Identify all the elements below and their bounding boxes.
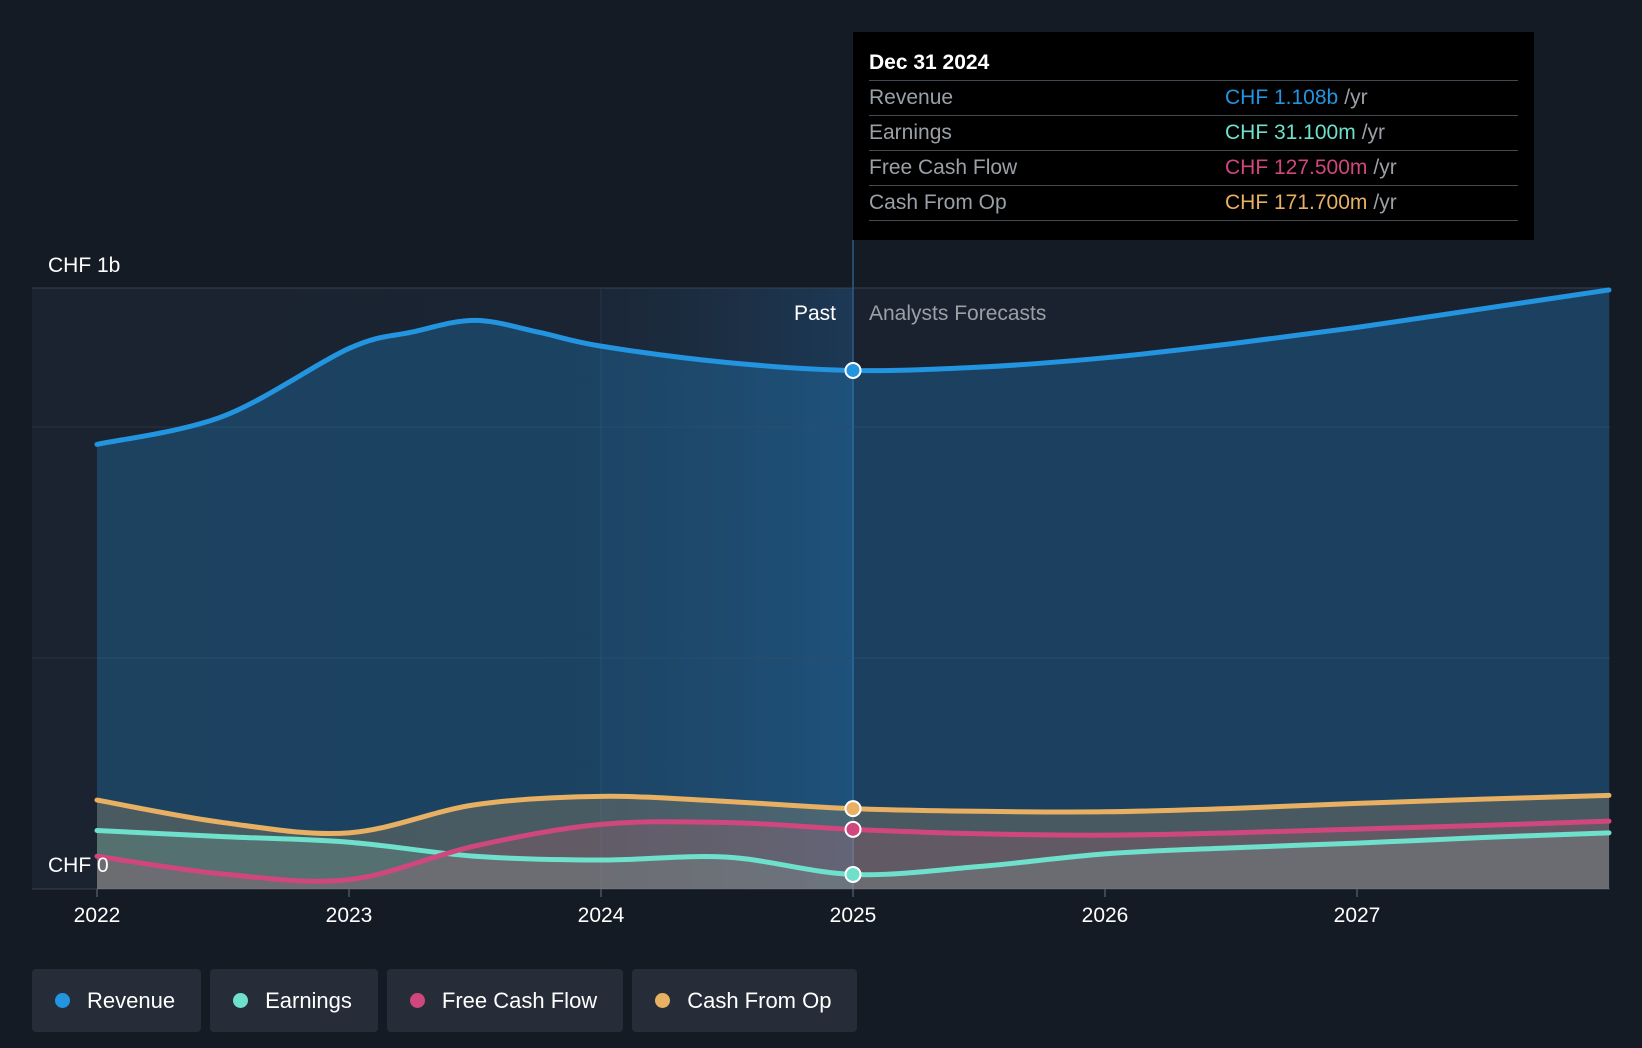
x-tick-label: 2022 <box>74 904 121 927</box>
y-axis-top-label: CHF 1b <box>48 254 120 277</box>
legend-dot-icon <box>409 993 425 1008</box>
y-axis-bottom-label: CHF 0 <box>48 854 109 877</box>
tooltip-unit: /yr <box>1361 121 1386 144</box>
series-area-earnings <box>97 830 1609 889</box>
x-tick-label: 2026 <box>1082 904 1129 927</box>
legend: Revenue Earnings Free Cash Flow Cash Fro… <box>32 969 858 1032</box>
marker-free-cash-flow[interactable] <box>844 820 862 838</box>
series-area-cash-from-op <box>97 795 1609 889</box>
tooltip-value: CHF 1.108b <box>1225 86 1339 109</box>
legend-dot-icon <box>233 993 249 1008</box>
marker-revenue[interactable] <box>844 361 862 379</box>
legend-item-cash-from-op[interactable]: Cash From Op <box>632 969 858 1032</box>
legend-label: Cash From Op <box>687 987 832 1013</box>
tooltip-row-free-cash-flow: Free Cash Flow CHF 127.500m /yr <box>869 150 1518 185</box>
x-tick-label: 2027 <box>1334 904 1381 927</box>
past-label: Past <box>794 302 836 325</box>
tooltip-label: Earnings <box>869 121 952 144</box>
tooltip-value: CHF 127.500m <box>1225 156 1368 179</box>
legend-label: Free Cash Flow <box>441 987 598 1013</box>
forecast-region <box>853 288 1610 889</box>
x-tick-label: 2025 <box>830 904 877 927</box>
tooltip-date: Dec 31 2024 <box>869 51 990 74</box>
x-tick-label: 2023 <box>326 904 373 927</box>
series-area-free-cash-flow <box>97 821 1609 889</box>
legend-label: Revenue <box>87 987 176 1013</box>
tooltip-unit: /yr <box>1373 156 1397 179</box>
legend-item-revenue[interactable]: Revenue <box>32 969 202 1032</box>
marker-cash-from-op[interactable] <box>844 800 862 818</box>
legend-label: Earnings <box>265 987 352 1013</box>
legend-item-free-cash-flow[interactable]: Free Cash Flow <box>386 969 624 1032</box>
tooltip-value: CHF 31.100m <box>1225 121 1356 144</box>
marker-earnings[interactable] <box>844 865 862 883</box>
forecast-label: Analysts Forecasts <box>869 302 1046 325</box>
tooltip-row-cash-from-op: Cash From Op CHF 171.700m /yr <box>869 185 1518 221</box>
x-tick-label: 2024 <box>578 904 625 927</box>
tooltip-unit: /yr <box>1344 86 1368 109</box>
tooltip: Dec 31 2024 Revenue CHF 1.108b /yr Earni… <box>853 32 1534 240</box>
tooltip-value: CHF 171.700m <box>1225 191 1368 214</box>
tooltip-row-revenue: Revenue CHF 1.108b /yr <box>869 80 1518 115</box>
series-area-revenue <box>97 289 1609 890</box>
highlight-region <box>601 288 853 889</box>
legend-item-earnings[interactable]: Earnings <box>210 969 378 1032</box>
series-line-revenue <box>94 287 1612 447</box>
tooltip-label: Cash From Op <box>869 191 1007 214</box>
legend-dot-icon <box>55 993 70 1008</box>
tooltip-label: Free Cash Flow <box>869 156 1018 179</box>
tooltip-unit: /yr <box>1373 191 1397 214</box>
tooltip-row-earnings: Earnings CHF 31.100m /yr <box>869 115 1518 150</box>
tooltip-label: Revenue <box>869 86 954 109</box>
legend-dot-icon <box>655 993 671 1008</box>
